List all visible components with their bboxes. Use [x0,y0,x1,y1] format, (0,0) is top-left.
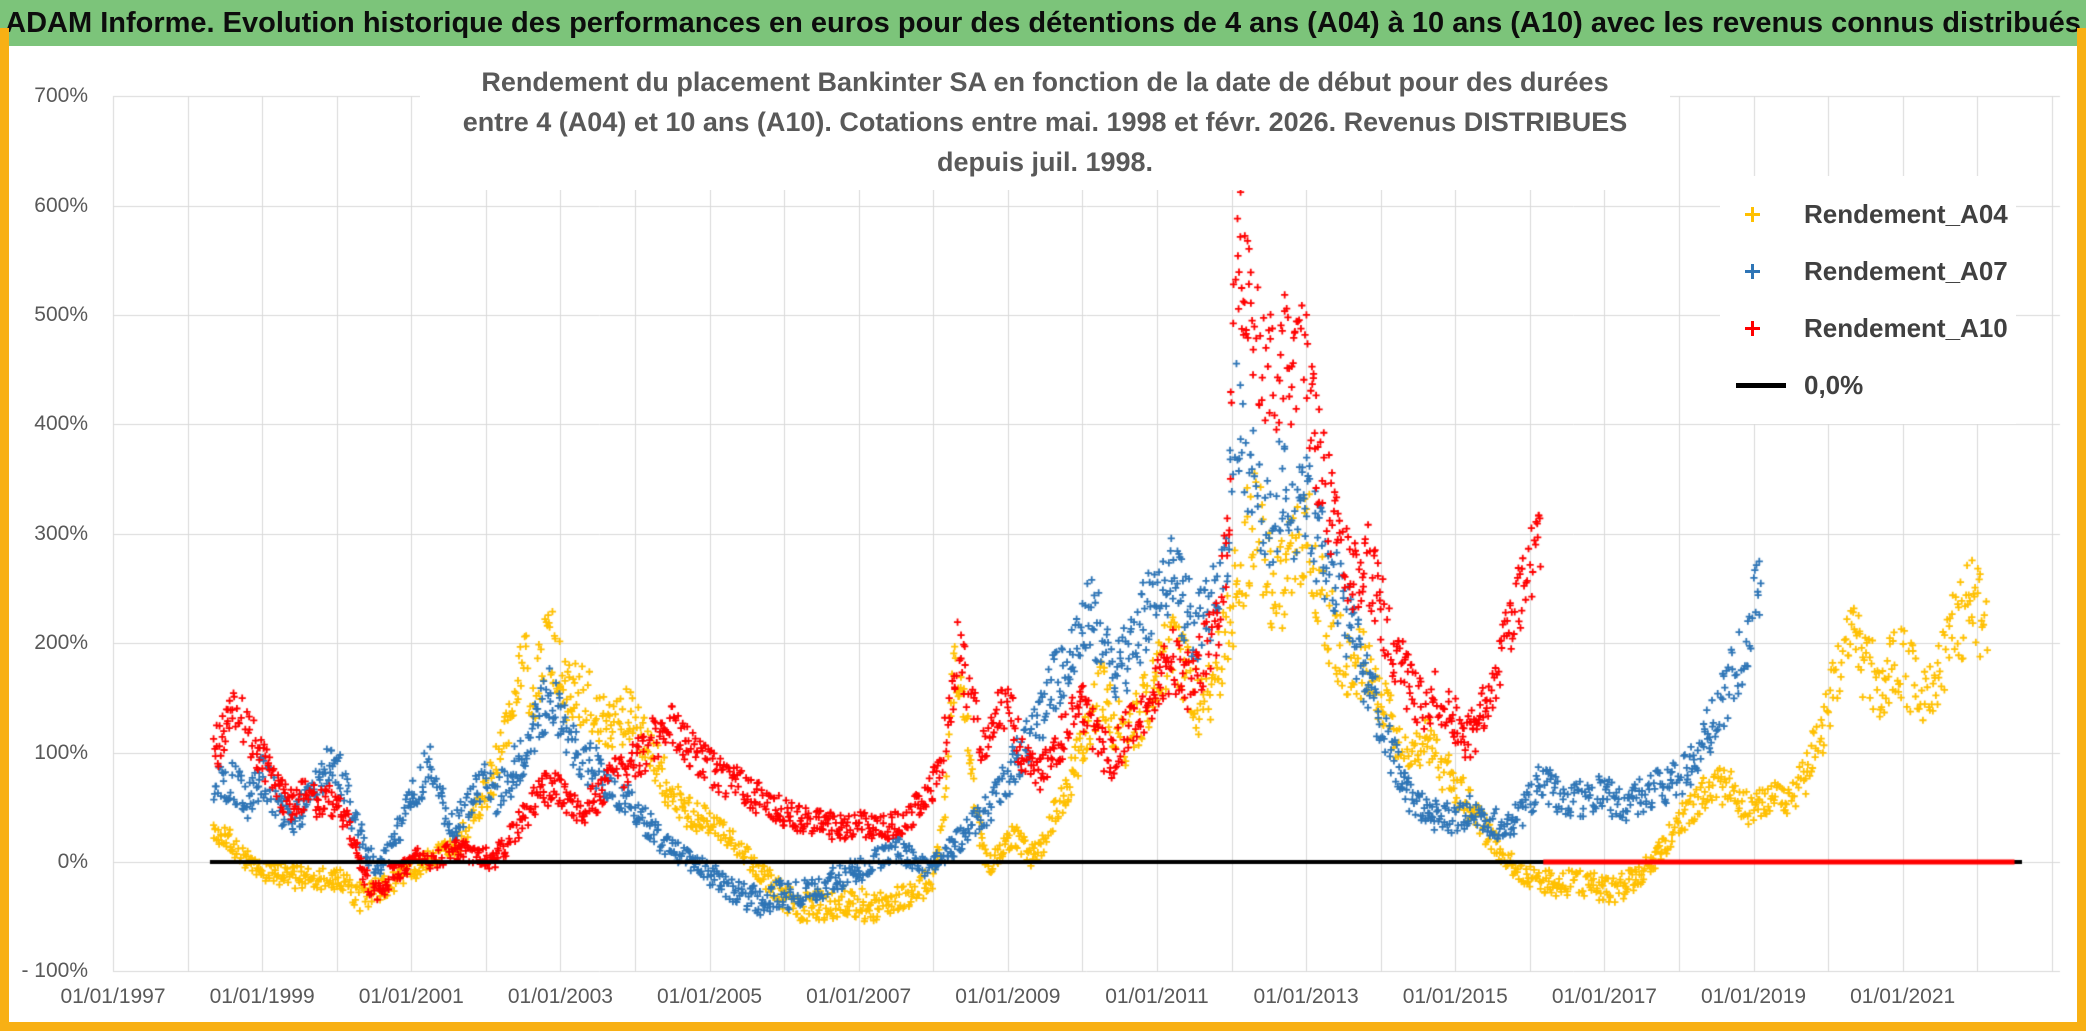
legend-marker [1736,264,1792,279]
x-axis-label-2007: 01/01/2007 [806,985,912,1008]
x-axis-label-2015: 01/01/2015 [1402,985,1508,1008]
legend-label: 0,0% [1804,370,1864,400]
chart-title-line2: entre 4 (A04) et 10 ans (A10). Cotations… [462,107,1628,177]
y-axis-label-0: 0% [57,850,88,873]
y-axis-label-200: 200% [34,631,88,655]
legend-item-rendement-a07: Rendement_A07 [1720,243,2016,300]
legend-line-icon [1736,383,1786,388]
legend-marker [1736,207,1792,222]
legend-label: Rendement_A07 [1804,256,2008,286]
x-axis-label-2001: 01/01/2001 [358,985,464,1008]
legend-item-0-0-: 0,0% [1720,357,2016,414]
x-axis-label-2019: 01/01/2019 [1700,985,1807,1008]
legend-plus-icon [1745,321,1760,336]
x-axis-label-1997: 01/01/1997 [60,985,166,1008]
y-axis-label--100: - 100% [21,959,88,983]
y-axis-label-400: 400% [34,412,88,436]
legend-label: Rendement_A04 [1804,199,2008,229]
legend-item-rendement-a10: Rendement_A10 [1720,300,2016,357]
x-axis-label-2013: 01/01/2013 [1253,985,1359,1008]
chart-title-line1: Rendement du placement Bankinter SA en f… [481,67,1609,97]
x-axis-label-2003: 01/01/2003 [507,985,613,1008]
y-axis-label-300: 300% [34,521,88,545]
x-axis-label-2009: 01/01/2009 [955,985,1061,1008]
y-axis-label-700: 700% [34,84,88,108]
chart-legend: Rendement_A04 Rendement_A07 Rendement_A10 0… [1720,176,2016,424]
report-title: ADAM Informe. Evolution historique des p… [5,6,2081,39]
y-axis-label-500: 500% [34,303,88,326]
page-border-right [2077,28,2086,1031]
y-axis-label-600: 600% [34,193,88,217]
x-axis-label-2017: 01/01/2017 [1551,985,1657,1008]
x-axis-label-2005: 01/01/2005 [656,985,763,1008]
page-border-bottom [0,1022,2086,1031]
chart-title: Rendement du placement Bankinter SA en f… [420,56,1670,190]
x-axis-label-2021: 01/01/2021 [1850,985,1956,1008]
page-border-left [0,28,9,1031]
legend-marker [1736,383,1792,388]
y-axis-label-100: 100% [34,740,88,764]
x-axis-label-1999: 01/01/1999 [209,985,315,1008]
legend-marker [1736,321,1792,336]
legend-item-rendement-a04: Rendement_A04 [1720,186,2016,243]
x-axis-label-2011: 01/01/2011 [1105,985,1209,1008]
legend-label: Rendement_A10 [1804,313,2008,343]
legend-plus-icon [1745,207,1760,222]
legend-plus-icon [1745,264,1760,279]
report-header-bar: ADAM Informe. Evolution historique des p… [0,0,2086,46]
